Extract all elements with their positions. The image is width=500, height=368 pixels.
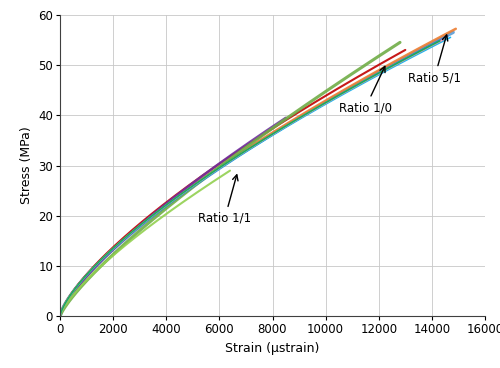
Y-axis label: Stress (MPa): Stress (MPa) bbox=[20, 127, 32, 205]
X-axis label: Strain (μstrain): Strain (μstrain) bbox=[226, 342, 320, 355]
Text: Ratio 1/1: Ratio 1/1 bbox=[198, 175, 252, 225]
Text: Ratio 5/1: Ratio 5/1 bbox=[408, 35, 461, 84]
Text: Ratio 1/0: Ratio 1/0 bbox=[339, 66, 392, 114]
